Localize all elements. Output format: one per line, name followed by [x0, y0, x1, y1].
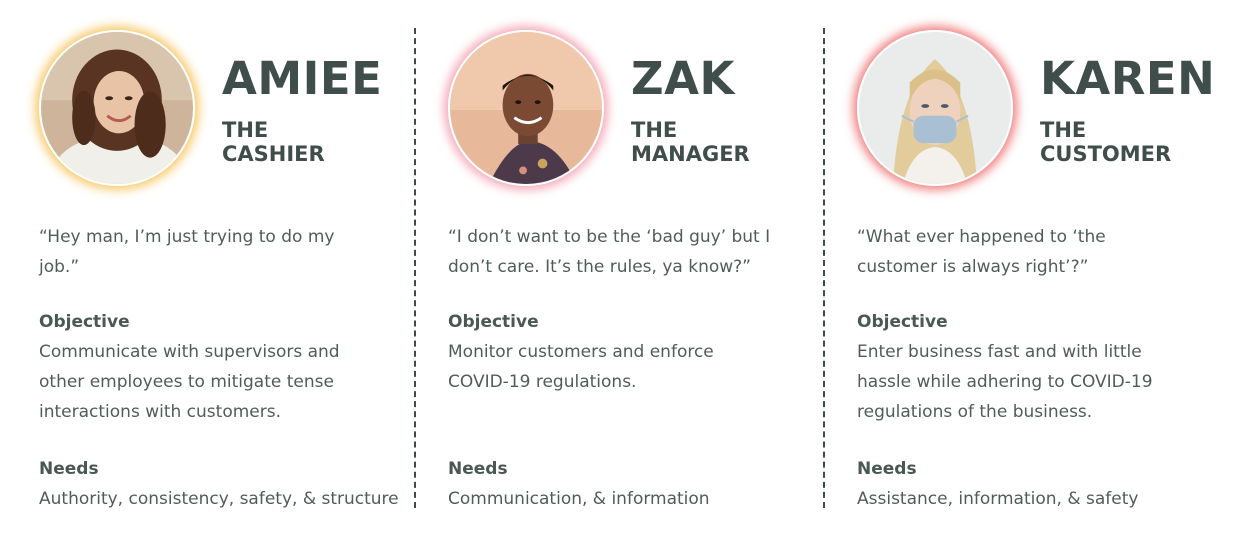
persona-role: THE CUSTOMER — [1040, 118, 1171, 166]
persona-role-line1: THE — [631, 118, 678, 142]
persona-name: AMIEE — [222, 52, 383, 105]
needs-label: Needs — [39, 459, 99, 479]
avatar-amiee-image — [41, 32, 193, 184]
objective-label: Objective — [39, 312, 130, 332]
persona-role: THE MANAGER — [631, 118, 750, 166]
persona-role-line1: THE — [1040, 118, 1087, 142]
needs-text: Authority, consistency, safety, & struct… — [39, 489, 399, 509]
avatar-zak — [448, 30, 604, 186]
persona-card-amiee: AMIEE THE CASHIER “Hey man, I’m just try… — [39, 0, 414, 538]
needs-text: Communication, & information — [448, 489, 710, 509]
persona-role-line2: CUSTOMER — [1040, 142, 1172, 166]
persona-quote: “I don’t want to be the ‘bad guy’ but I … — [448, 227, 771, 277]
objective-text: Monitor customers and enforce COVID-19 r… — [448, 342, 714, 392]
objective-label: Objective — [857, 312, 948, 332]
needs-label: Needs — [857, 459, 917, 479]
persona-role-line2: MANAGER — [631, 142, 750, 166]
persona-role-line1: THE — [222, 118, 269, 142]
persona-role: THE CASHIER — [222, 118, 325, 166]
column-divider-2 — [823, 28, 825, 508]
avatar-karen — [857, 30, 1013, 186]
persona-name: KAREN — [1040, 52, 1216, 105]
avatar-amiee — [39, 30, 195, 186]
column-divider-1 — [414, 28, 416, 508]
objective-text: Enter business fast and with little hass… — [857, 342, 1153, 422]
avatar-karen-image — [859, 32, 1011, 184]
persona-quote: “Hey man, I’m just trying to do my job.” — [39, 227, 335, 277]
persona-quote: “What ever happened to ‘the customer is … — [857, 227, 1106, 277]
objective-text: Communicate with supervisors and other e… — [39, 342, 340, 422]
objective-label: Objective — [448, 312, 539, 332]
persona-card-zak: ZAK THE MANAGER “I don’t want to be the … — [448, 0, 818, 538]
persona-card-karen: KAREN THE CUSTOMER “What ever happened t… — [857, 0, 1232, 538]
persona-role-line2: CASHIER — [222, 142, 325, 166]
needs-label: Needs — [448, 459, 508, 479]
avatar-zak-image — [450, 32, 602, 184]
needs-text: Assistance, information, & safety — [857, 489, 1139, 509]
persona-name: ZAK — [631, 52, 735, 105]
